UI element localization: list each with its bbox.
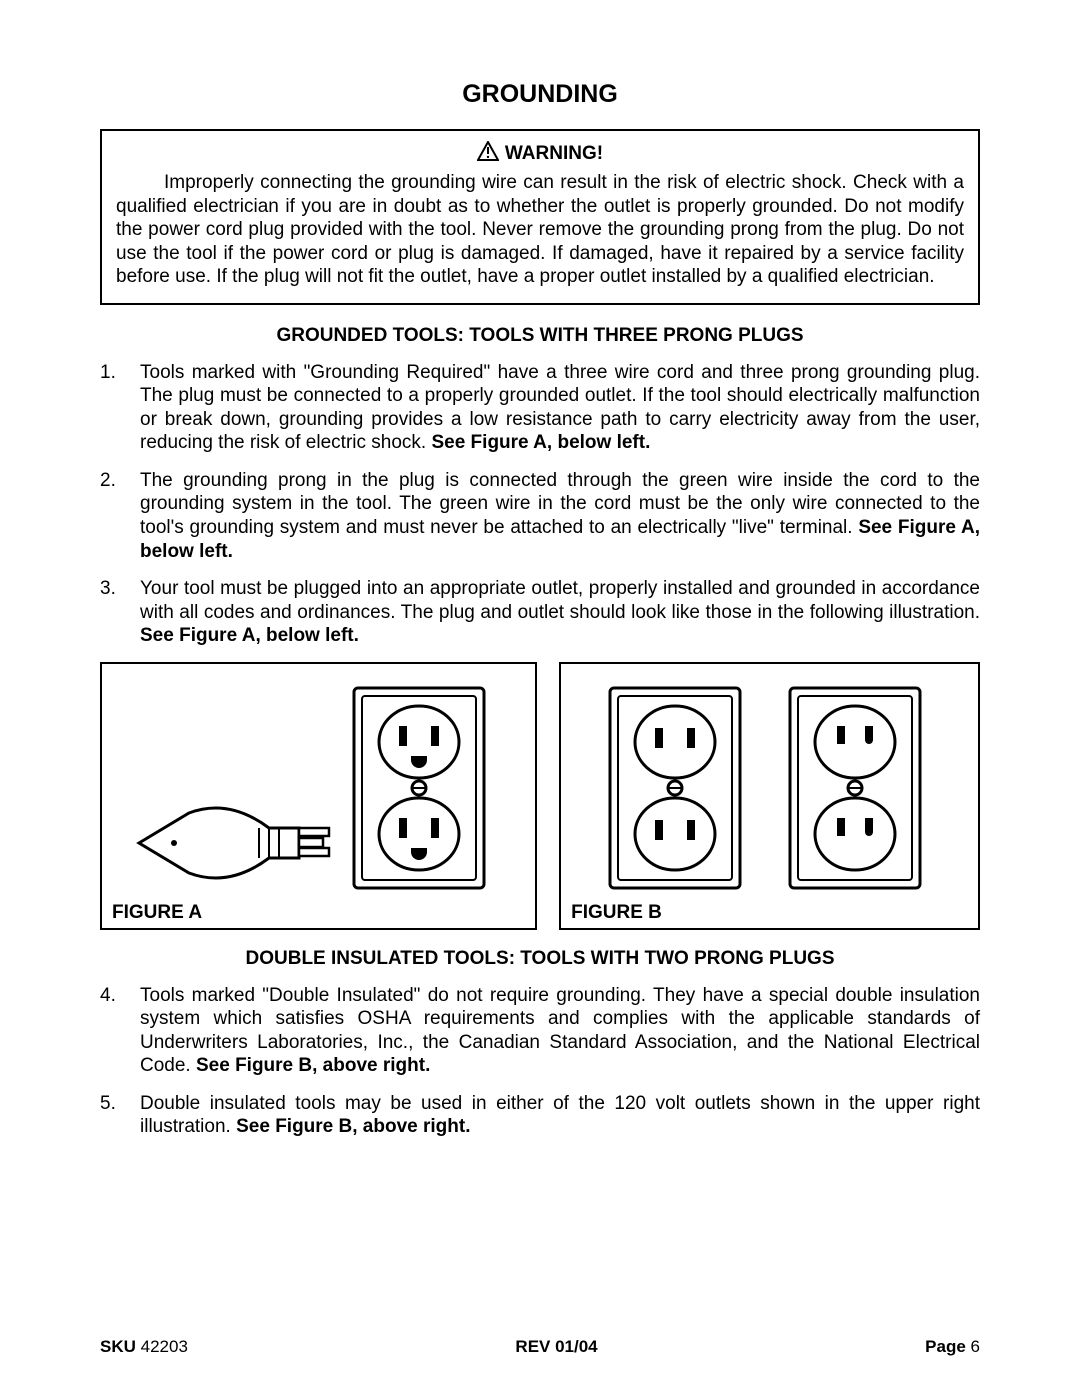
warning-triangle-icon xyxy=(477,141,499,167)
figure-b-box: FIGURE B xyxy=(559,662,980,930)
page-footer: SKU 42203 REV 01/04 Page 6 xyxy=(100,1337,980,1357)
item-body: The grounding prong in the plug is conne… xyxy=(140,469,980,563)
figures-row: FIGURE A xyxy=(100,662,980,930)
list-item: 3. Your tool must be plugged into an app… xyxy=(100,577,980,648)
footer-sku: SKU 42203 xyxy=(100,1337,188,1357)
warning-header: WARNING! xyxy=(116,141,964,167)
section1-title: GROUNDED TOOLS: TOOLS WITH THREE PRONG P… xyxy=(100,325,980,347)
item-body: Tools marked "Double Insulated" do not r… xyxy=(140,984,980,1078)
warning-label: WARNING! xyxy=(505,143,603,165)
warning-text: Improperly connecting the grounding wire… xyxy=(116,171,964,289)
list-item: 1. Tools marked with "Grounding Required… xyxy=(100,361,980,455)
figure-b-illustration xyxy=(571,678,968,898)
figure-a-box: FIGURE A xyxy=(100,662,537,930)
figure-a-label: FIGURE A xyxy=(112,902,525,924)
item-number: 3. xyxy=(100,577,140,648)
figure-a-illustration xyxy=(112,678,525,898)
page-title: GROUNDING xyxy=(100,80,980,109)
page: GROUNDING WARNING! Improperly connecting… xyxy=(0,0,1080,1397)
item-body: Your tool must be plugged into an approp… xyxy=(140,577,980,648)
item-number: 4. xyxy=(100,984,140,1078)
list-item: 4. Tools marked "Double Insulated" do no… xyxy=(100,984,980,1078)
item-body: Double insulated tools may be used in ei… xyxy=(140,1092,980,1139)
item-number: 2. xyxy=(100,469,140,563)
list-item: 2. The grounding prong in the plug is co… xyxy=(100,469,980,563)
list1: 1. Tools marked with "Grounding Required… xyxy=(100,361,980,648)
item-number: 5. xyxy=(100,1092,140,1139)
figure-b-label: FIGURE B xyxy=(571,902,968,924)
item-body: Tools marked with "Grounding Required" h… xyxy=(140,361,980,455)
list2: 4. Tools marked "Double Insulated" do no… xyxy=(100,984,980,1139)
item-number: 1. xyxy=(100,361,140,455)
section2-title: DOUBLE INSULATED TOOLS: TOOLS WITH TWO P… xyxy=(100,948,980,970)
footer-page: Page 6 xyxy=(925,1337,980,1357)
list-item: 5. Double insulated tools may be used in… xyxy=(100,1092,980,1139)
footer-rev: REV 01/04 xyxy=(515,1337,597,1357)
warning-box: WARNING! Improperly connecting the groun… xyxy=(100,129,980,305)
